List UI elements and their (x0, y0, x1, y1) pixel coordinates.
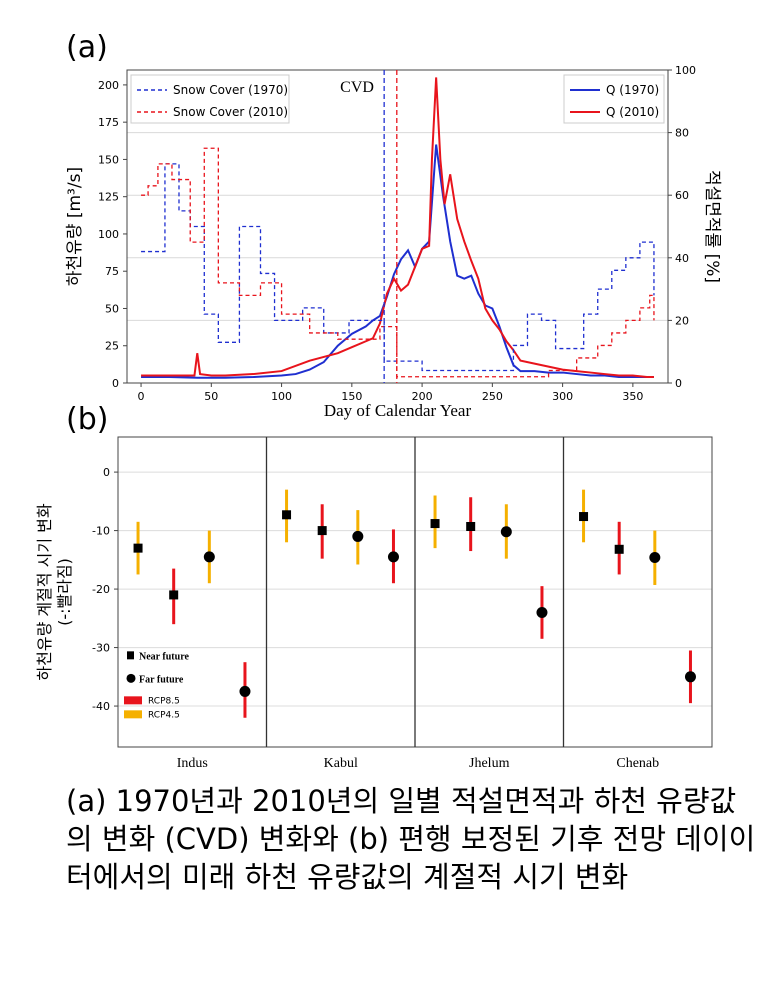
panel-b-tag: (b) (66, 402, 109, 437)
legend-label: RCP4.5 (148, 710, 180, 720)
legend-label: Q (1970) (606, 83, 659, 97)
far-future-marker (500, 526, 512, 538)
legend-box-left (130, 74, 290, 124)
series-line-snow-cover-1970- (141, 163, 655, 372)
legend-label: Q (2010) (606, 105, 659, 119)
y-tick-label: 0 (103, 466, 110, 479)
x-tick-label: 250 (482, 390, 503, 403)
y-tick-label: -30 (92, 642, 110, 655)
series-line-snow-cover-2010- (141, 147, 655, 378)
y-tick-label: -40 (92, 700, 110, 713)
x-tick-label: 100 (271, 390, 292, 403)
far-future-marker (387, 551, 399, 563)
x-tick-label: 200 (412, 390, 433, 403)
y2-tick-label: 0 (675, 377, 682, 390)
far-future-marker (352, 530, 364, 542)
y2-tick-label: 60 (675, 189, 689, 202)
far-future-marker (536, 606, 548, 618)
near-future-marker (466, 521, 476, 531)
far-future-marker (649, 551, 661, 563)
x-tick-label: 50 (204, 390, 218, 403)
y-tick-label: 125 (98, 191, 119, 204)
y-tick-label: 50 (105, 302, 119, 315)
y-tick-label: 200 (98, 79, 119, 92)
figure-caption: (a) 1970년과 2010년의 일별 적설면적과 하천 유량값의 변화 (C… (66, 784, 756, 894)
near-future-marker (317, 526, 327, 536)
near-future-marker (133, 543, 143, 553)
x-axis-label: Day of Calendar Year (324, 401, 472, 420)
legend-label: Snow Cover (1970) (173, 83, 288, 97)
plot-frame (126, 69, 669, 384)
streamflow-snowcover-chart: 0 25 50 75 100 125 150 175 200 0 20 40 60 80 100 0 50 100… (65, 64, 722, 420)
near-future-marker (282, 510, 292, 520)
x-tick-label: 0 (138, 390, 145, 403)
legend-label: Near future (139, 651, 189, 662)
y-tick-label: 175 (98, 116, 119, 129)
y-tick-label: -10 (92, 525, 110, 538)
y-tick-label: -20 (92, 583, 110, 596)
legend-swatch-rcp85 (124, 696, 142, 705)
y-tick-label: 75 (105, 265, 119, 278)
legend-box-right (563, 74, 665, 124)
near-future-marker (579, 512, 589, 522)
legend-circle-marker (126, 673, 136, 683)
category-label: Chenab (616, 756, 659, 771)
cvd-annotation: CVD (340, 79, 374, 96)
far-future-marker (203, 551, 215, 563)
y-tick-label: 0 (112, 377, 119, 390)
category-label: Kabul (324, 756, 358, 771)
y2-tick-label: 40 (675, 252, 689, 265)
series-line-q-1970- (141, 144, 654, 379)
legend-label: Snow Cover (2010) (173, 105, 288, 119)
category-label: Indus (177, 756, 208, 771)
seasonal-shift-errorbar-chart: 0 -10 -20 -30 -40 Indus Kabul Jhelum Chenab 하천유량 … (35, 436, 713, 771)
y-tick-label: 100 (98, 228, 119, 241)
y2-tick-label: 20 (675, 314, 689, 327)
y2-axis-label: 적설면적률 [%] (702, 170, 722, 283)
legend-label: RCP8.5 (148, 696, 180, 706)
category-label: Jhelum (469, 756, 510, 771)
far-future-marker (239, 685, 251, 697)
x-tick-label: 300 (552, 390, 573, 403)
far-future-marker (684, 671, 696, 683)
near-future-marker (430, 519, 440, 529)
legend-label: Far future (139, 674, 184, 685)
x-tick-label: 150 (341, 390, 362, 403)
legend-swatch-rcp45 (124, 710, 142, 719)
near-future-marker (169, 590, 179, 600)
x-tick-label: 350 (622, 390, 643, 403)
series-line-q-2010- (141, 77, 654, 379)
y-tick-label: 25 (105, 340, 119, 353)
y-tick-label: 150 (98, 153, 119, 166)
near-future-marker (614, 544, 624, 554)
legend-square-marker (127, 651, 134, 660)
y-axis-label: 하천유량 계절적 시기 변화(-:빨라짐) (35, 503, 74, 680)
y2-tick-label: 80 (675, 127, 689, 140)
y2-tick-label: 100 (675, 64, 696, 77)
y-axis-label: 하천유량 [m³/s] (65, 167, 85, 286)
panel-a-tag: (a) (66, 30, 108, 65)
